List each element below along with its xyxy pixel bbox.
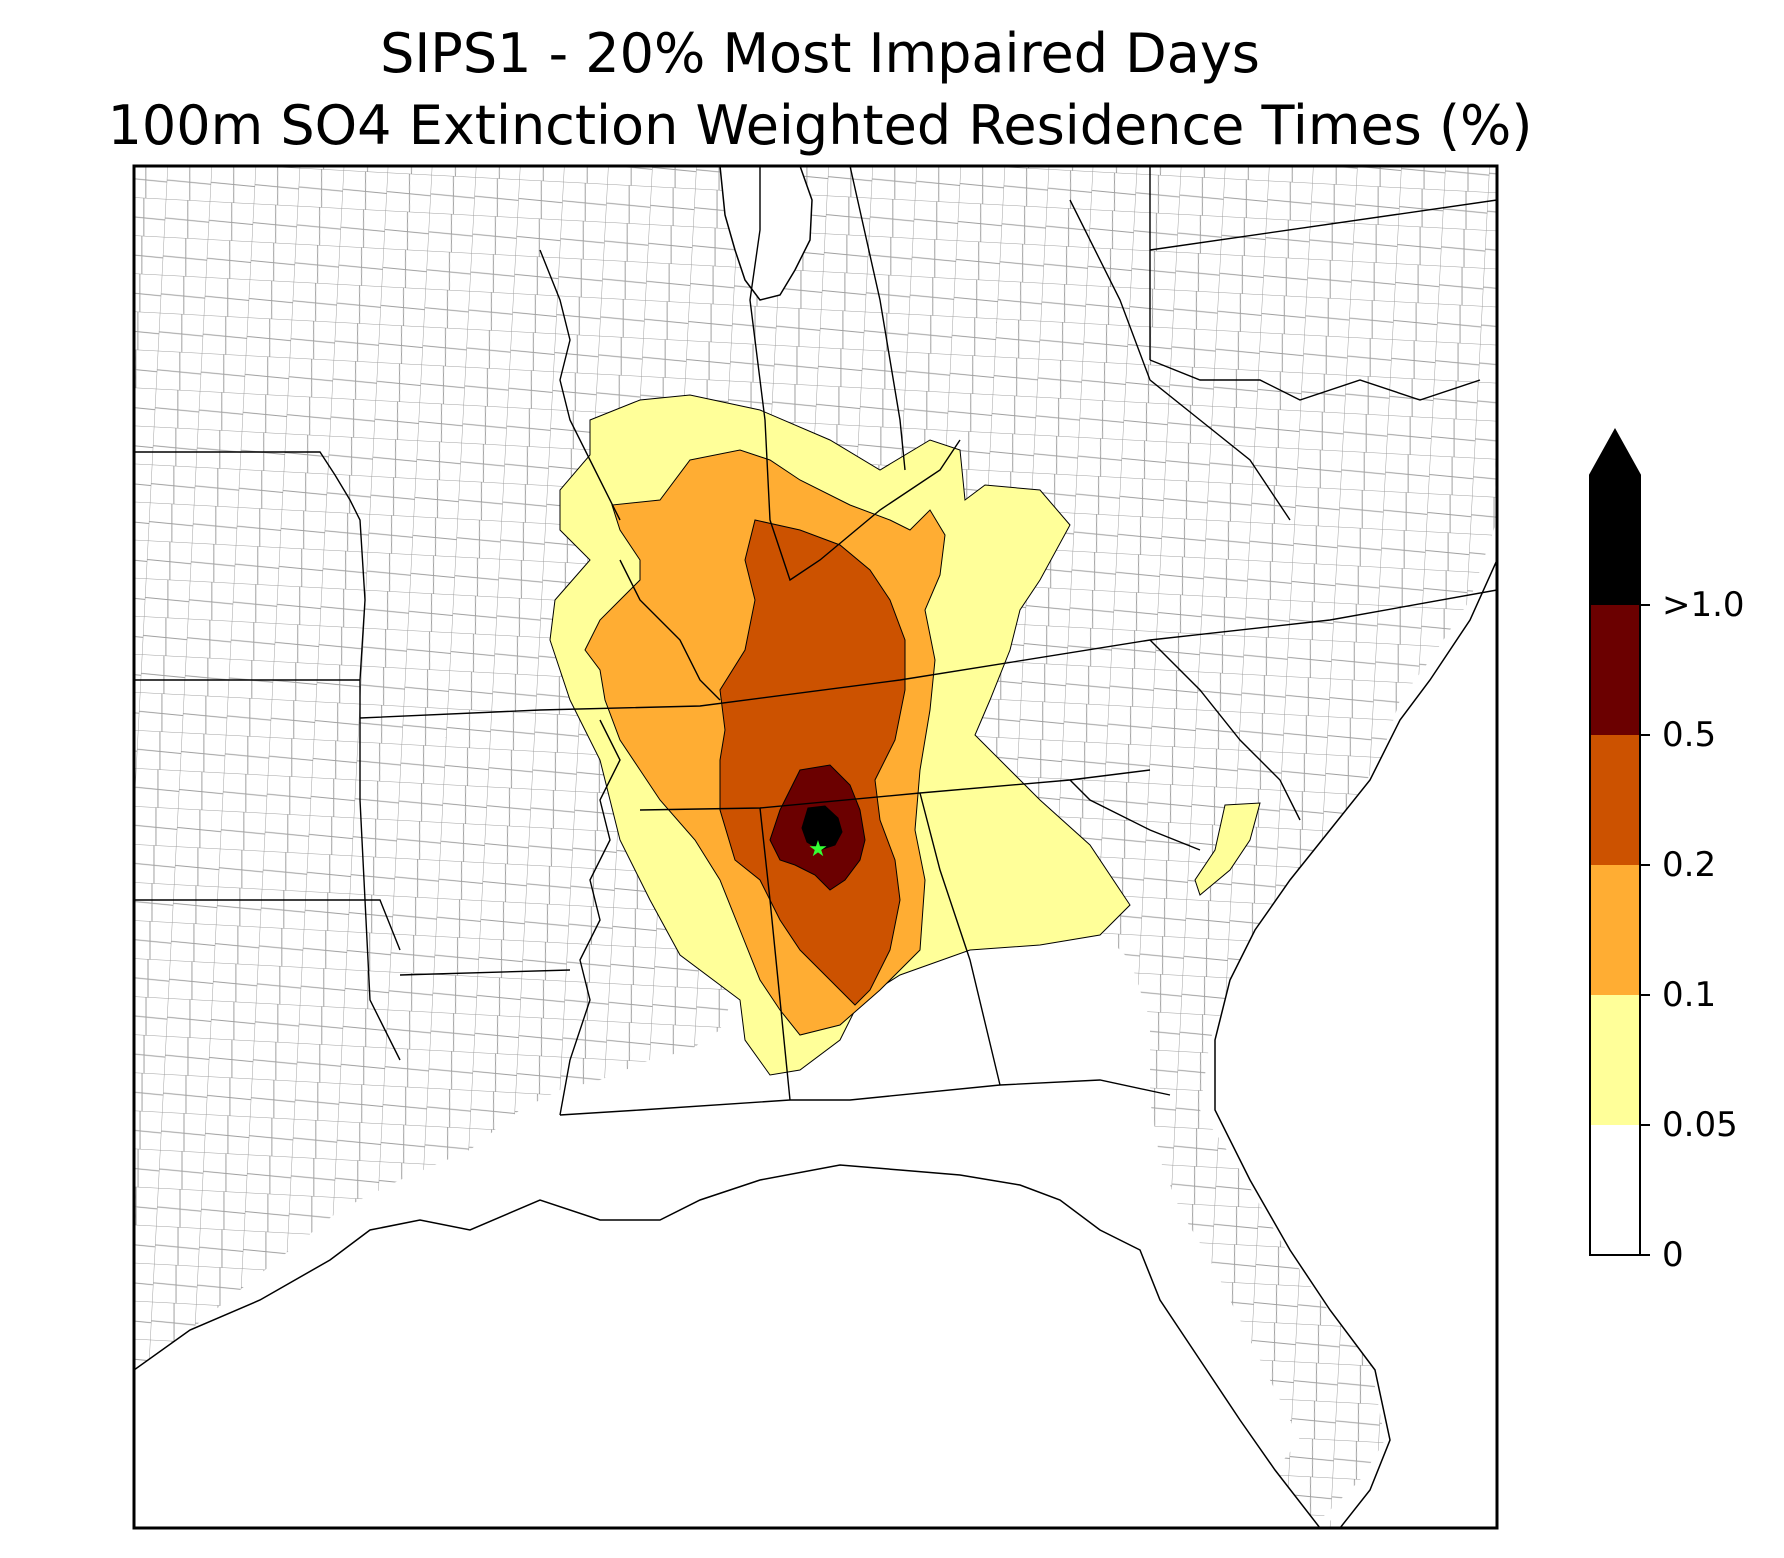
colorbar-outline: [1589, 427, 1641, 1256]
colorbar-label-1.0: >1.0: [1662, 585, 1745, 625]
colorbar-segment-4: [1590, 605, 1640, 735]
colorbar-segment-5: [1590, 475, 1640, 605]
colorbar-label-0.5: 0.5: [1662, 715, 1717, 755]
colorbar-label-0: 0: [1662, 1235, 1684, 1275]
gulf-of-mexico: [134, 1164, 1321, 1528]
colorbar-segment-3: [1590, 735, 1640, 865]
colorbar: [1589, 427, 1650, 1256]
contour-1.0: [801, 805, 843, 851]
map-title-line-2: 100m SO4 Extinction Weighted Residence T…: [107, 94, 1533, 157]
lake-michigan: [719, 166, 813, 301]
colorbar-label-0.05: 0.05: [1662, 1105, 1738, 1145]
colorbar-segment-0: [1590, 1125, 1640, 1255]
atlantic-ocean: [1214, 559, 1497, 1528]
map-title-line-1: SIPS1 - 20% Most Impaired Days: [380, 22, 1260, 85]
site-star-icon: ★: [808, 837, 828, 862]
colorbar-label-0.1: 0.1: [1662, 975, 1717, 1015]
colorbar-segment-1: [1590, 995, 1640, 1125]
colorbar-segment-2: [1590, 865, 1640, 995]
contour-0.2: [719, 519, 906, 1006]
state-boundaries: [134, 166, 1497, 1116]
map-frame: [132, 164, 1499, 1530]
colorbar-extend-arrow: [1590, 430, 1640, 475]
colorbar-label-0.2: 0.2: [1662, 845, 1717, 885]
